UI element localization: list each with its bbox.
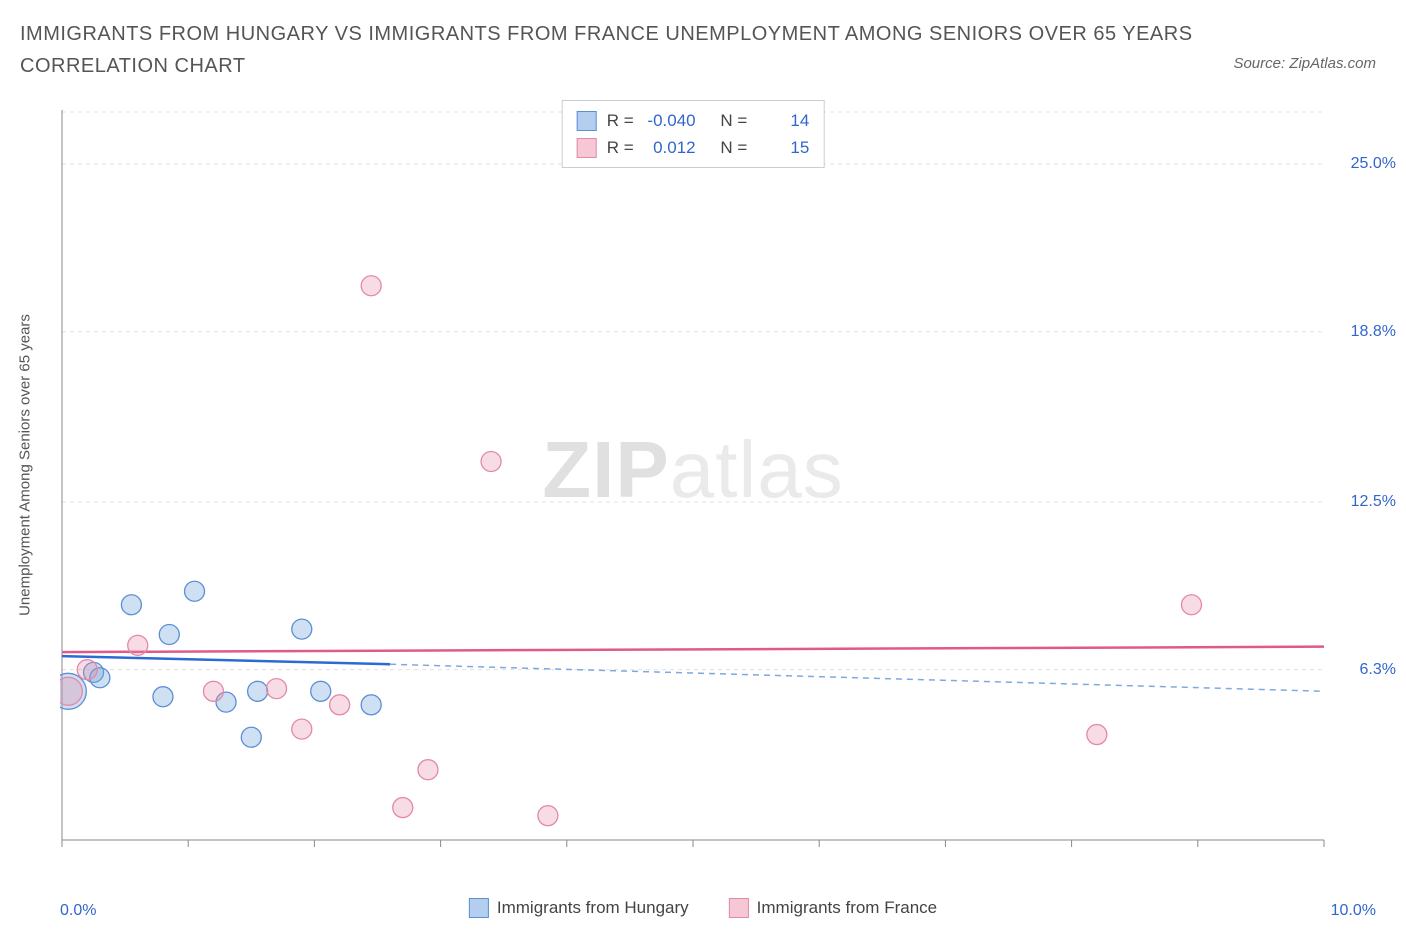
plot-area: ZIPatlas R = -0.040 N = 14 R = 0.012 N =… (60, 100, 1326, 870)
y-tick-label: 25.0% (1336, 155, 1396, 173)
chart-title: IMMIGRANTS FROM HUNGARY VS IMMIGRANTS FR… (20, 18, 1206, 82)
y-tick-label: 18.8% (1336, 323, 1396, 341)
legend-item-hungary: Immigrants from Hungary (469, 898, 689, 918)
x-axis-min-label: 0.0% (60, 902, 96, 920)
N-value-hungary: 14 (757, 107, 809, 134)
x-axis-max-label: 10.0% (1331, 902, 1376, 920)
swatch-france-icon (577, 138, 597, 158)
R-label: R = (607, 134, 634, 161)
R-value-hungary: -0.040 (644, 107, 696, 134)
swatch-hungary-icon (577, 111, 597, 131)
legend-label-hungary: Immigrants from Hungary (497, 898, 689, 918)
swatch-hungary-icon (469, 898, 489, 918)
source-attribution: Source: ZipAtlas.com (1233, 55, 1376, 72)
correlation-row-france: R = 0.012 N = 15 (577, 134, 810, 161)
N-value-france: 15 (757, 134, 809, 161)
swatch-france-icon (729, 898, 749, 918)
chart-container: IMMIGRANTS FROM HUNGARY VS IMMIGRANTS FR… (0, 0, 1406, 930)
y-tick-label: 6.3% (1336, 661, 1396, 679)
N-label: N = (720, 134, 747, 161)
correlation-row-hungary: R = -0.040 N = 14 (577, 107, 810, 134)
legend-label-france: Immigrants from France (757, 898, 937, 918)
R-value-france: 0.012 (644, 134, 696, 161)
R-label: R = (607, 107, 634, 134)
scatter-plot-svg (60, 100, 1326, 870)
y-axis-label: Unemployment Among Seniors over 65 years (17, 314, 34, 616)
N-label: N = (720, 107, 747, 134)
legend-item-france: Immigrants from France (729, 898, 937, 918)
y-tick-label: 12.5% (1336, 493, 1396, 511)
series-legend: Immigrants from Hungary Immigrants from … (469, 898, 937, 918)
correlation-legend: R = -0.040 N = 14 R = 0.012 N = 15 (562, 100, 825, 168)
